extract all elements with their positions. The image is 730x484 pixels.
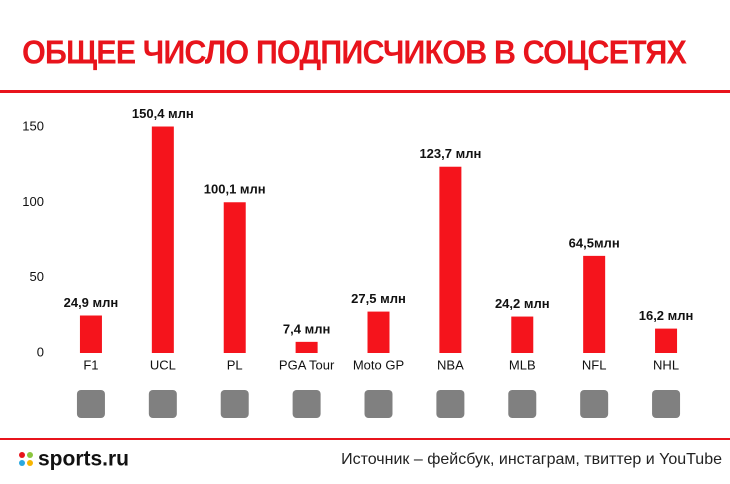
value-label: 150,4 млн bbox=[132, 106, 194, 121]
team-logo bbox=[148, 390, 177, 418]
value-label: 24,9 млн bbox=[64, 295, 119, 310]
bar bbox=[223, 202, 246, 353]
divider bbox=[0, 90, 730, 93]
x-tick-label: PL bbox=[227, 357, 243, 372]
bar bbox=[367, 311, 390, 353]
divider bbox=[0, 438, 730, 440]
x-tick-label: NHL bbox=[653, 357, 679, 372]
team-logo bbox=[652, 390, 681, 418]
brand: sports.ru bbox=[38, 448, 129, 471]
chart-title: ОБЩЕЕ ЧИСЛО ПОДПИСЧИКОВ В СОЦСЕТЯХ bbox=[22, 34, 687, 71]
x-tick-label: MLB bbox=[509, 357, 536, 372]
bar bbox=[151, 126, 174, 354]
value-label: 123,7 млн bbox=[419, 146, 481, 161]
x-tick-label: PGA Tour bbox=[279, 357, 335, 372]
source-note: Источник – фейсбук, инстаграм, твиттер и… bbox=[341, 451, 722, 468]
y-tick-label: 0 bbox=[37, 344, 44, 359]
bar bbox=[583, 255, 606, 353]
brand-logo bbox=[19, 452, 33, 466]
team-logo bbox=[364, 390, 393, 418]
team-logo bbox=[76, 390, 105, 418]
bar bbox=[295, 341, 318, 353]
x-tick-label: Moto GP bbox=[353, 357, 404, 372]
bar bbox=[79, 315, 102, 353]
value-label: 100,1 млн bbox=[204, 182, 266, 197]
value-label: 7,4 млн bbox=[283, 321, 330, 336]
team-logo bbox=[220, 390, 249, 418]
x-tick-label: F1 bbox=[83, 357, 98, 372]
team-logo bbox=[508, 390, 537, 418]
bar bbox=[511, 316, 534, 353]
value-label: 16,2 млн bbox=[639, 308, 694, 323]
y-tick-label: 100 bbox=[22, 194, 44, 209]
team-logo bbox=[436, 390, 465, 418]
value-label: 27,5 млн bbox=[351, 291, 406, 306]
bar bbox=[655, 328, 678, 353]
x-tick-label: NBA bbox=[437, 357, 464, 372]
team-logo bbox=[580, 390, 609, 418]
x-tick-label: NFL bbox=[582, 357, 607, 372]
x-tick-label: UCL bbox=[150, 357, 176, 372]
value-label: 24,2 млн bbox=[495, 296, 550, 311]
y-tick-label: 50 bbox=[30, 269, 44, 284]
team-logo bbox=[292, 390, 321, 418]
y-tick-label: 150 bbox=[22, 119, 44, 134]
value-label: 64,5млн bbox=[569, 235, 620, 250]
bar bbox=[439, 166, 462, 353]
